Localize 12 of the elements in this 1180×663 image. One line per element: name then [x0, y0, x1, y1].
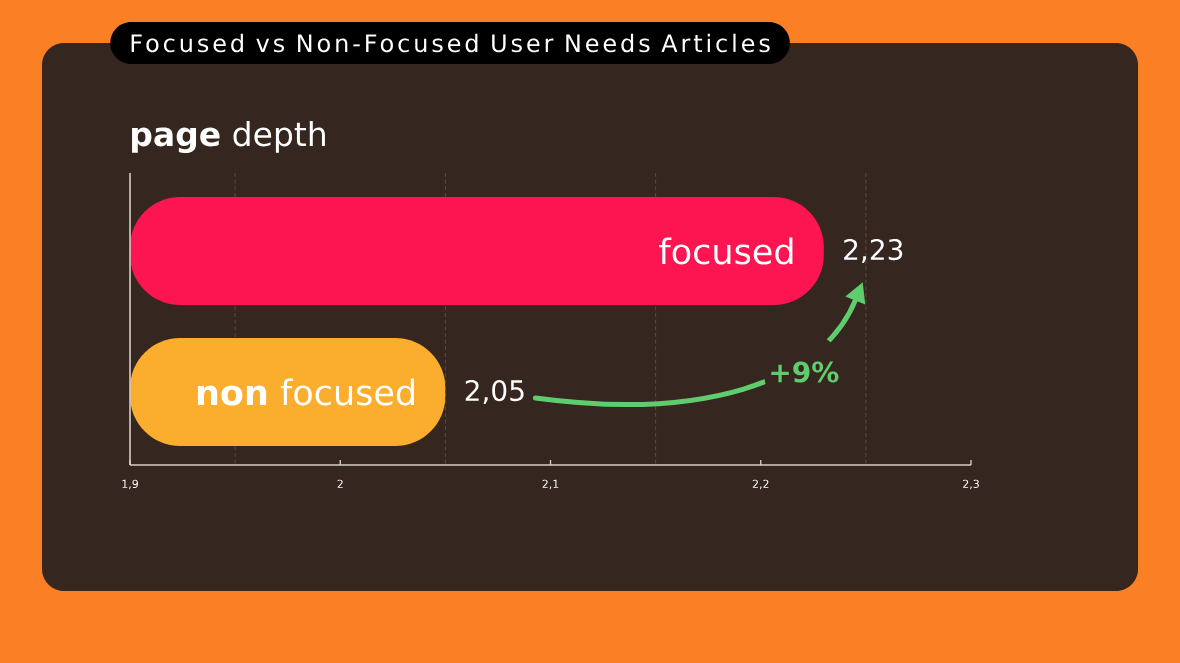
x-tick-label: 2,1: [542, 479, 559, 490]
x-tick-label: 2: [337, 479, 343, 488]
x-tick-label: 1,9: [122, 479, 138, 490]
y-tick-label: focused: [659, 237, 793, 265]
y-tick-label: non focused: [197, 378, 414, 406]
chart-title: Focused vs Non-Focused User Needs Articles: [131, 33, 770, 53]
x-tick-label: 2,3: [963, 479, 979, 490]
x-tick-label: 2,2: [752, 479, 769, 490]
data-label: 2,05: [465, 379, 524, 405]
chart-subtitle: page depth: [132, 120, 325, 154]
annotation: +9%: [771, 361, 839, 383]
data-label: 2,23: [844, 238, 903, 264]
